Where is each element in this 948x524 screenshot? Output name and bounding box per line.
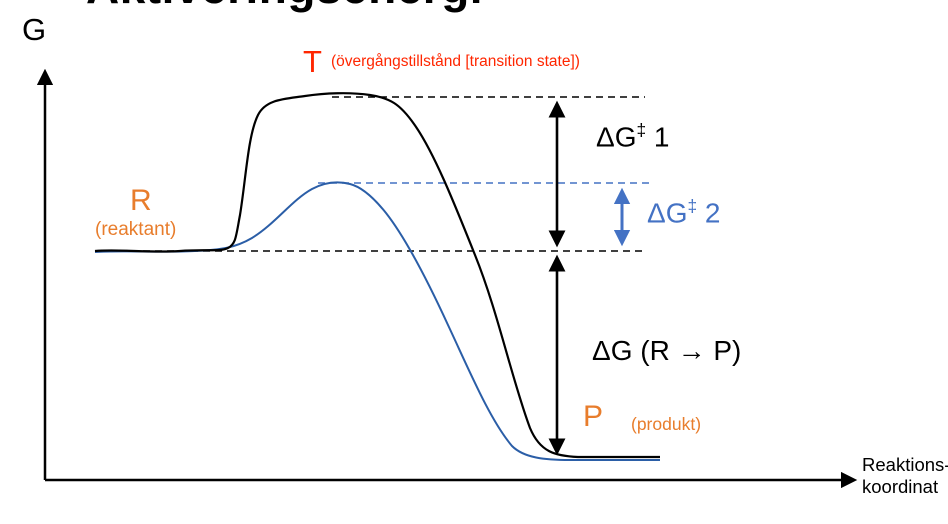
page-title: Aktiveringsenergi bbox=[86, 0, 483, 14]
reactant-description: (reaktant) bbox=[95, 219, 177, 240]
curve-uncatalyzed-pathway bbox=[94, 92, 660, 459]
x-axis-label: Reaktions- koordinat bbox=[862, 454, 948, 498]
product-description: (produkt) bbox=[631, 414, 702, 434]
transition-state-label: T (övergångstillstånd [transition state]… bbox=[303, 46, 580, 77]
y-axis-label: G bbox=[22, 12, 47, 47]
transition-state-symbol: T bbox=[303, 44, 322, 79]
product-symbol: P bbox=[583, 400, 604, 433]
label-dg1: ΔG‡ 1 bbox=[596, 120, 670, 153]
label-dg-overall: ΔG (R → P) bbox=[592, 335, 742, 366]
label-dg2: ΔG‡ 2 bbox=[647, 196, 721, 229]
curve-catalyzed-pathway bbox=[94, 181, 660, 461]
reactant-symbol: R bbox=[130, 184, 152, 217]
x-axis-label-line2: koordinat bbox=[862, 475, 939, 497]
x-axis-label-line1: Reaktions- bbox=[862, 454, 948, 475]
transition-state-description: (övergångstillstånd [transition state]) bbox=[330, 53, 580, 70]
